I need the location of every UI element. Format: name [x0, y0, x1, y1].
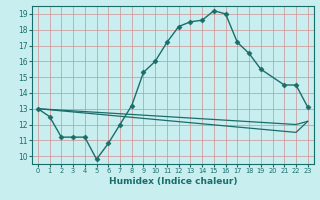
- X-axis label: Humidex (Indice chaleur): Humidex (Indice chaleur): [108, 177, 237, 186]
